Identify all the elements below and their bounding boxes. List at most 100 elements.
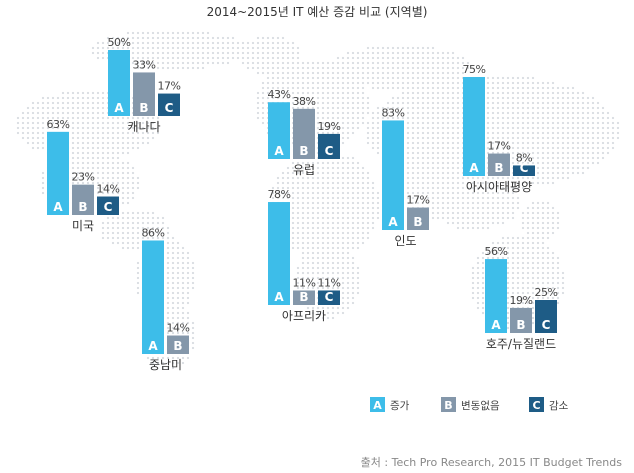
map-dot xyxy=(136,291,140,295)
map-dot xyxy=(131,171,135,175)
map-dot xyxy=(351,216,355,220)
map-dot xyxy=(591,101,595,105)
map-dot xyxy=(491,146,495,150)
map-dot xyxy=(336,216,340,220)
map-dot xyxy=(426,136,430,140)
map-dot xyxy=(536,96,540,100)
map-dot xyxy=(276,91,280,95)
map-dot xyxy=(541,216,545,220)
map-dot xyxy=(446,51,450,55)
map-dot xyxy=(86,106,90,110)
map-dot xyxy=(516,296,520,300)
map-dot xyxy=(531,131,535,135)
map-dot xyxy=(431,61,435,65)
map-dot xyxy=(141,116,145,120)
map-dot xyxy=(496,131,500,135)
map-dot xyxy=(266,96,270,100)
map-dot xyxy=(356,56,360,60)
map-dot xyxy=(511,111,515,115)
map-dot xyxy=(301,101,305,105)
map-dot xyxy=(256,96,260,100)
map-dot xyxy=(171,281,175,285)
map-dot xyxy=(506,106,510,110)
map-dot xyxy=(336,246,340,250)
map-dot xyxy=(416,156,420,160)
map-dot xyxy=(106,136,110,140)
map-dot xyxy=(546,116,550,120)
map-dot xyxy=(416,51,420,55)
map-dot xyxy=(316,316,320,320)
map-dot xyxy=(156,56,160,60)
map-dot xyxy=(306,61,310,65)
map-dot xyxy=(521,106,525,110)
map-dot xyxy=(296,216,300,220)
map-dot xyxy=(26,116,30,120)
map-dot xyxy=(321,236,325,240)
map-dot xyxy=(356,61,360,65)
map-dot xyxy=(146,131,150,135)
map-dot xyxy=(91,181,95,185)
map-dot xyxy=(481,256,485,260)
map-dot xyxy=(591,146,595,150)
map-dot xyxy=(176,291,180,295)
map-dot xyxy=(426,151,430,155)
map-dot xyxy=(351,66,355,70)
map-dot xyxy=(126,171,130,175)
map-dot xyxy=(496,206,500,210)
map-dot xyxy=(506,286,510,290)
map-dot xyxy=(361,86,365,90)
map-dot xyxy=(361,66,365,70)
map-dot xyxy=(426,91,430,95)
map-dot xyxy=(171,321,175,325)
map-dot xyxy=(556,91,560,95)
map-dot xyxy=(96,156,100,160)
map-dot xyxy=(86,121,90,125)
map-dot xyxy=(356,241,360,245)
map-dot xyxy=(226,46,230,50)
map-dot xyxy=(356,191,360,195)
map-dot xyxy=(276,41,280,45)
map-dot xyxy=(546,296,550,300)
map-dot xyxy=(371,211,375,215)
map-dot xyxy=(136,41,140,45)
map-dot xyxy=(166,36,170,40)
map-dot xyxy=(111,161,115,165)
map-dot xyxy=(116,216,120,220)
map-dot xyxy=(551,216,555,220)
map-dot xyxy=(96,131,100,135)
map-dot xyxy=(111,146,115,150)
map-dot xyxy=(431,91,435,95)
map-dot xyxy=(81,91,85,95)
map-dot xyxy=(451,206,455,210)
map-dot xyxy=(436,131,440,135)
map-dot xyxy=(406,46,410,50)
map-dot xyxy=(166,261,170,265)
map-dot xyxy=(116,46,120,50)
map-dot xyxy=(401,66,405,70)
map-dot xyxy=(356,231,360,235)
map-dot xyxy=(586,126,590,130)
map-dot xyxy=(406,181,410,185)
map-dot xyxy=(461,191,465,195)
map-dot xyxy=(471,176,475,180)
map-dot xyxy=(41,111,45,115)
map-dot xyxy=(316,286,320,290)
map-dot xyxy=(606,131,610,135)
map-dot xyxy=(116,236,120,240)
map-dot xyxy=(411,176,415,180)
map-dot xyxy=(536,106,540,110)
map-dot xyxy=(546,126,550,130)
map-dot xyxy=(511,106,515,110)
map-dot xyxy=(551,226,555,230)
map-dot xyxy=(176,301,180,305)
map-dot xyxy=(156,356,160,360)
map-dot xyxy=(611,141,615,145)
map-dot xyxy=(316,106,320,110)
map-dot xyxy=(321,216,325,220)
map-dot xyxy=(211,51,215,55)
map-dot xyxy=(86,156,90,160)
map-dot xyxy=(251,41,255,45)
map-dot xyxy=(441,96,445,100)
map-dot xyxy=(341,256,345,260)
map-dot xyxy=(176,316,180,320)
